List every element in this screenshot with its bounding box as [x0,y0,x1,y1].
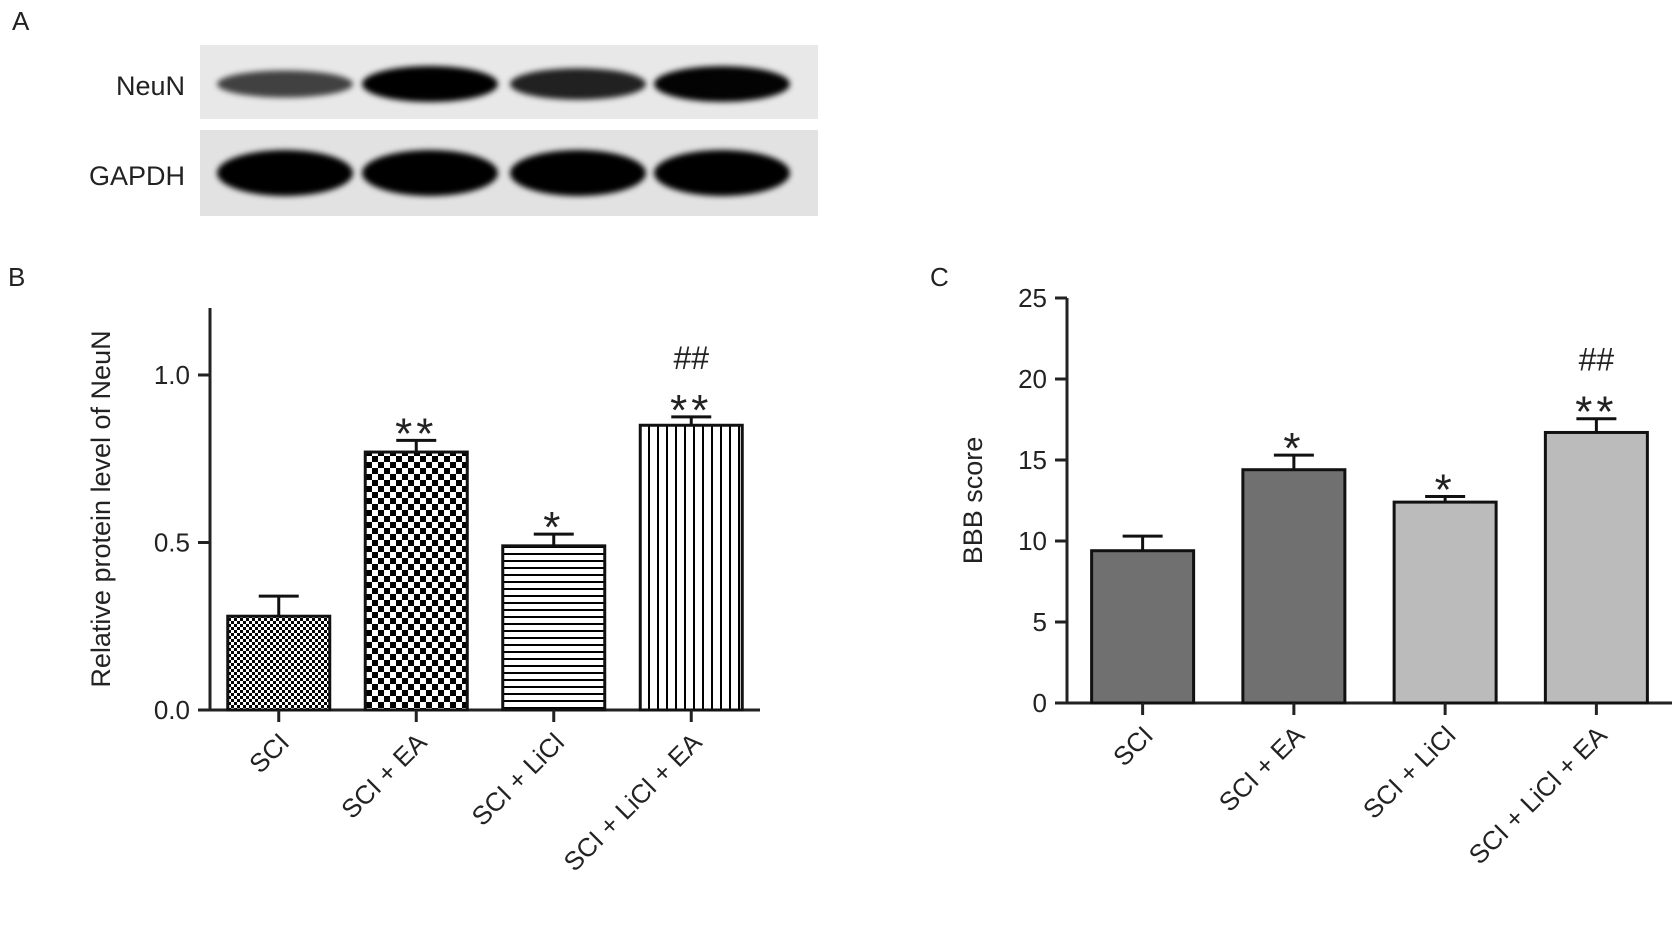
panel-label-c: C [930,262,949,292]
chart-c-x-tick-label: SCI [1107,720,1159,772]
chart-b-y-tick-label: 0.5 [154,528,190,558]
chart-b-significance-mark: * [543,503,564,552]
blot-label-neun: NeuN [116,71,185,101]
blot-band-gapdh-3 [510,150,646,196]
blot-band-neun-2 [362,66,498,102]
chart-b-bar [363,450,469,712]
chart-b-significance-mark: ** [670,386,712,435]
chart-c-y-tick-label: 15 [1018,445,1047,475]
chart-b-x-tick-label: SCI + LiCl + EA [558,727,708,877]
panel-label-b: B [8,262,26,292]
western-blot: NeuN GAPDH [89,45,818,216]
blot-band-neun-3 [510,68,646,100]
chart-b-y-axis-label: Relative protein level of NeuN [86,330,116,687]
chart-c-bar [1392,500,1498,705]
chart-c-significance-mark: * [1283,424,1304,473]
chart-c-x-tick-label: SCI + LiCl + EA [1463,720,1613,870]
chart-b-bar [638,423,744,712]
chart-b-y-tick-label: 0.0 [154,695,190,725]
blot-band-gapdh-4 [654,150,790,196]
chart-b-bar [226,614,332,712]
panel-label-a: A [12,6,30,36]
chart-b-x-tick-label: SCI + EA [335,727,433,825]
blot-band-neun-1 [217,70,353,98]
chart-c-y-tick-label: 0 [1033,688,1047,718]
chart-b-significance-mark: ** [395,409,437,458]
chart-c-bar [1241,468,1347,705]
chart-c-bar [1090,549,1196,705]
blot-band-gapdh-2 [362,150,498,196]
chart-b-significance-mark: ## [673,340,709,376]
blot-band-neun-4 [654,66,790,102]
chart-c-y-tick-label: 20 [1018,364,1047,394]
blot-label-gapdh: GAPDH [89,161,185,191]
chart-c-significance-mark: ** [1575,388,1617,437]
chart-c-y-tick-label: 5 [1033,607,1047,637]
chart-b-x-tick-label: SCI + LiCl [466,727,570,831]
chart-b: 0.0 0.5 1.0 Relative protein level of NeuN S… [86,308,760,877]
chart-c-x-tick-label: SCI + EA [1213,720,1311,818]
chart-c-significance-mark: ## [1579,342,1615,378]
chart-c-x-tick-label: SCI + LiCl [1357,720,1461,824]
chart-c: 0 5 10 15 20 25 BBB score SCI SCI + EA * SCI + LiC… [958,283,1672,870]
chart-c-bar [1543,430,1649,705]
blot-band-gapdh-1 [217,150,353,196]
chart-c-y-tick-label: 25 [1018,283,1047,313]
chart-b-y-tick-label: 1.0 [154,360,190,390]
chart-b-bar [501,544,607,712]
chart-c-significance-mark: * [1435,465,1456,514]
chart-c-y-tick-label: 10 [1018,526,1047,556]
chart-b-x-tick-label: SCI [243,727,295,779]
chart-c-y-axis-label: BBB score [958,437,988,565]
